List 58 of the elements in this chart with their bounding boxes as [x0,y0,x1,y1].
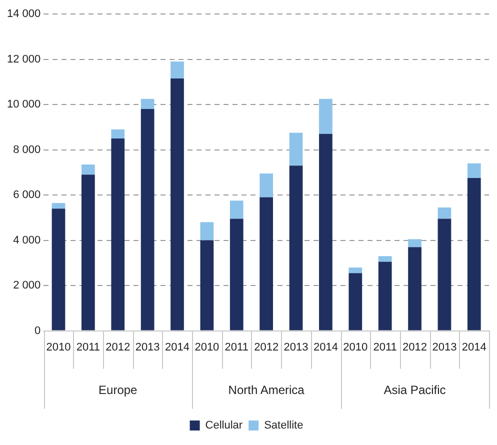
x-tick-label: 2013 [284,341,308,354]
bar [438,207,452,219]
bar [200,240,214,330]
bar [467,163,481,178]
x-tick-label: 2010 [343,341,368,354]
y-tick-label: 12 000 [6,53,41,66]
bar [111,138,125,330]
text: Europe [98,383,138,398]
x-tick-label: 2011 [373,341,397,354]
x-tick-label: 2012 [254,341,279,354]
bar [378,256,392,262]
x-tick-label: 2012 [402,341,428,354]
bar [140,98,154,110]
bar [170,62,184,78]
x-tick-label: 2014 [165,341,190,354]
y-tick-label: 4 000 [13,234,41,246]
bar [378,262,392,330]
y-tick-label: 6 000 [13,189,41,202]
bar [111,129,125,138]
x-tick-label: 2010 [194,341,220,354]
bar [319,98,332,134]
bar [260,174,274,198]
x-tick-label: 2012 [106,341,130,354]
bar [408,247,422,330]
bar [348,273,362,330]
y-tick-label: 10 000 [6,98,41,111]
bar [52,202,66,209]
legend-label: Satellite [264,420,304,432]
x-tick-label: 2014 [313,341,338,354]
x-tick-label: 2013 [432,341,457,354]
x-tick-label: 2011 [76,341,100,354]
bar [438,218,452,330]
text: North America [228,383,305,398]
bar [200,222,214,240]
x-tick-label: 2011 [224,341,248,354]
bar [289,166,303,330]
legend-label: Cellular [205,420,243,432]
bar [467,178,481,330]
bar [140,109,154,330]
bar [260,197,274,330]
x-tick-label: 2013 [135,341,160,354]
bar [82,164,95,175]
y-tick-label: 14 000 [6,8,41,20]
bar [230,218,244,330]
y-tick-label: 0 [34,324,41,337]
bar [408,239,422,248]
bar [170,78,184,330]
bar [230,200,244,219]
y-tick-label: 8 000 [13,144,41,156]
x-tick-label: 2014 [462,341,486,354]
bar [348,267,362,274]
bar [82,174,95,330]
bar [52,208,66,330]
text: Asia Pacific [384,383,446,398]
bar [289,132,303,166]
y-tick-label: 2 000 [13,280,41,292]
x-tick-label: 2010 [46,341,71,354]
bar [319,134,332,330]
